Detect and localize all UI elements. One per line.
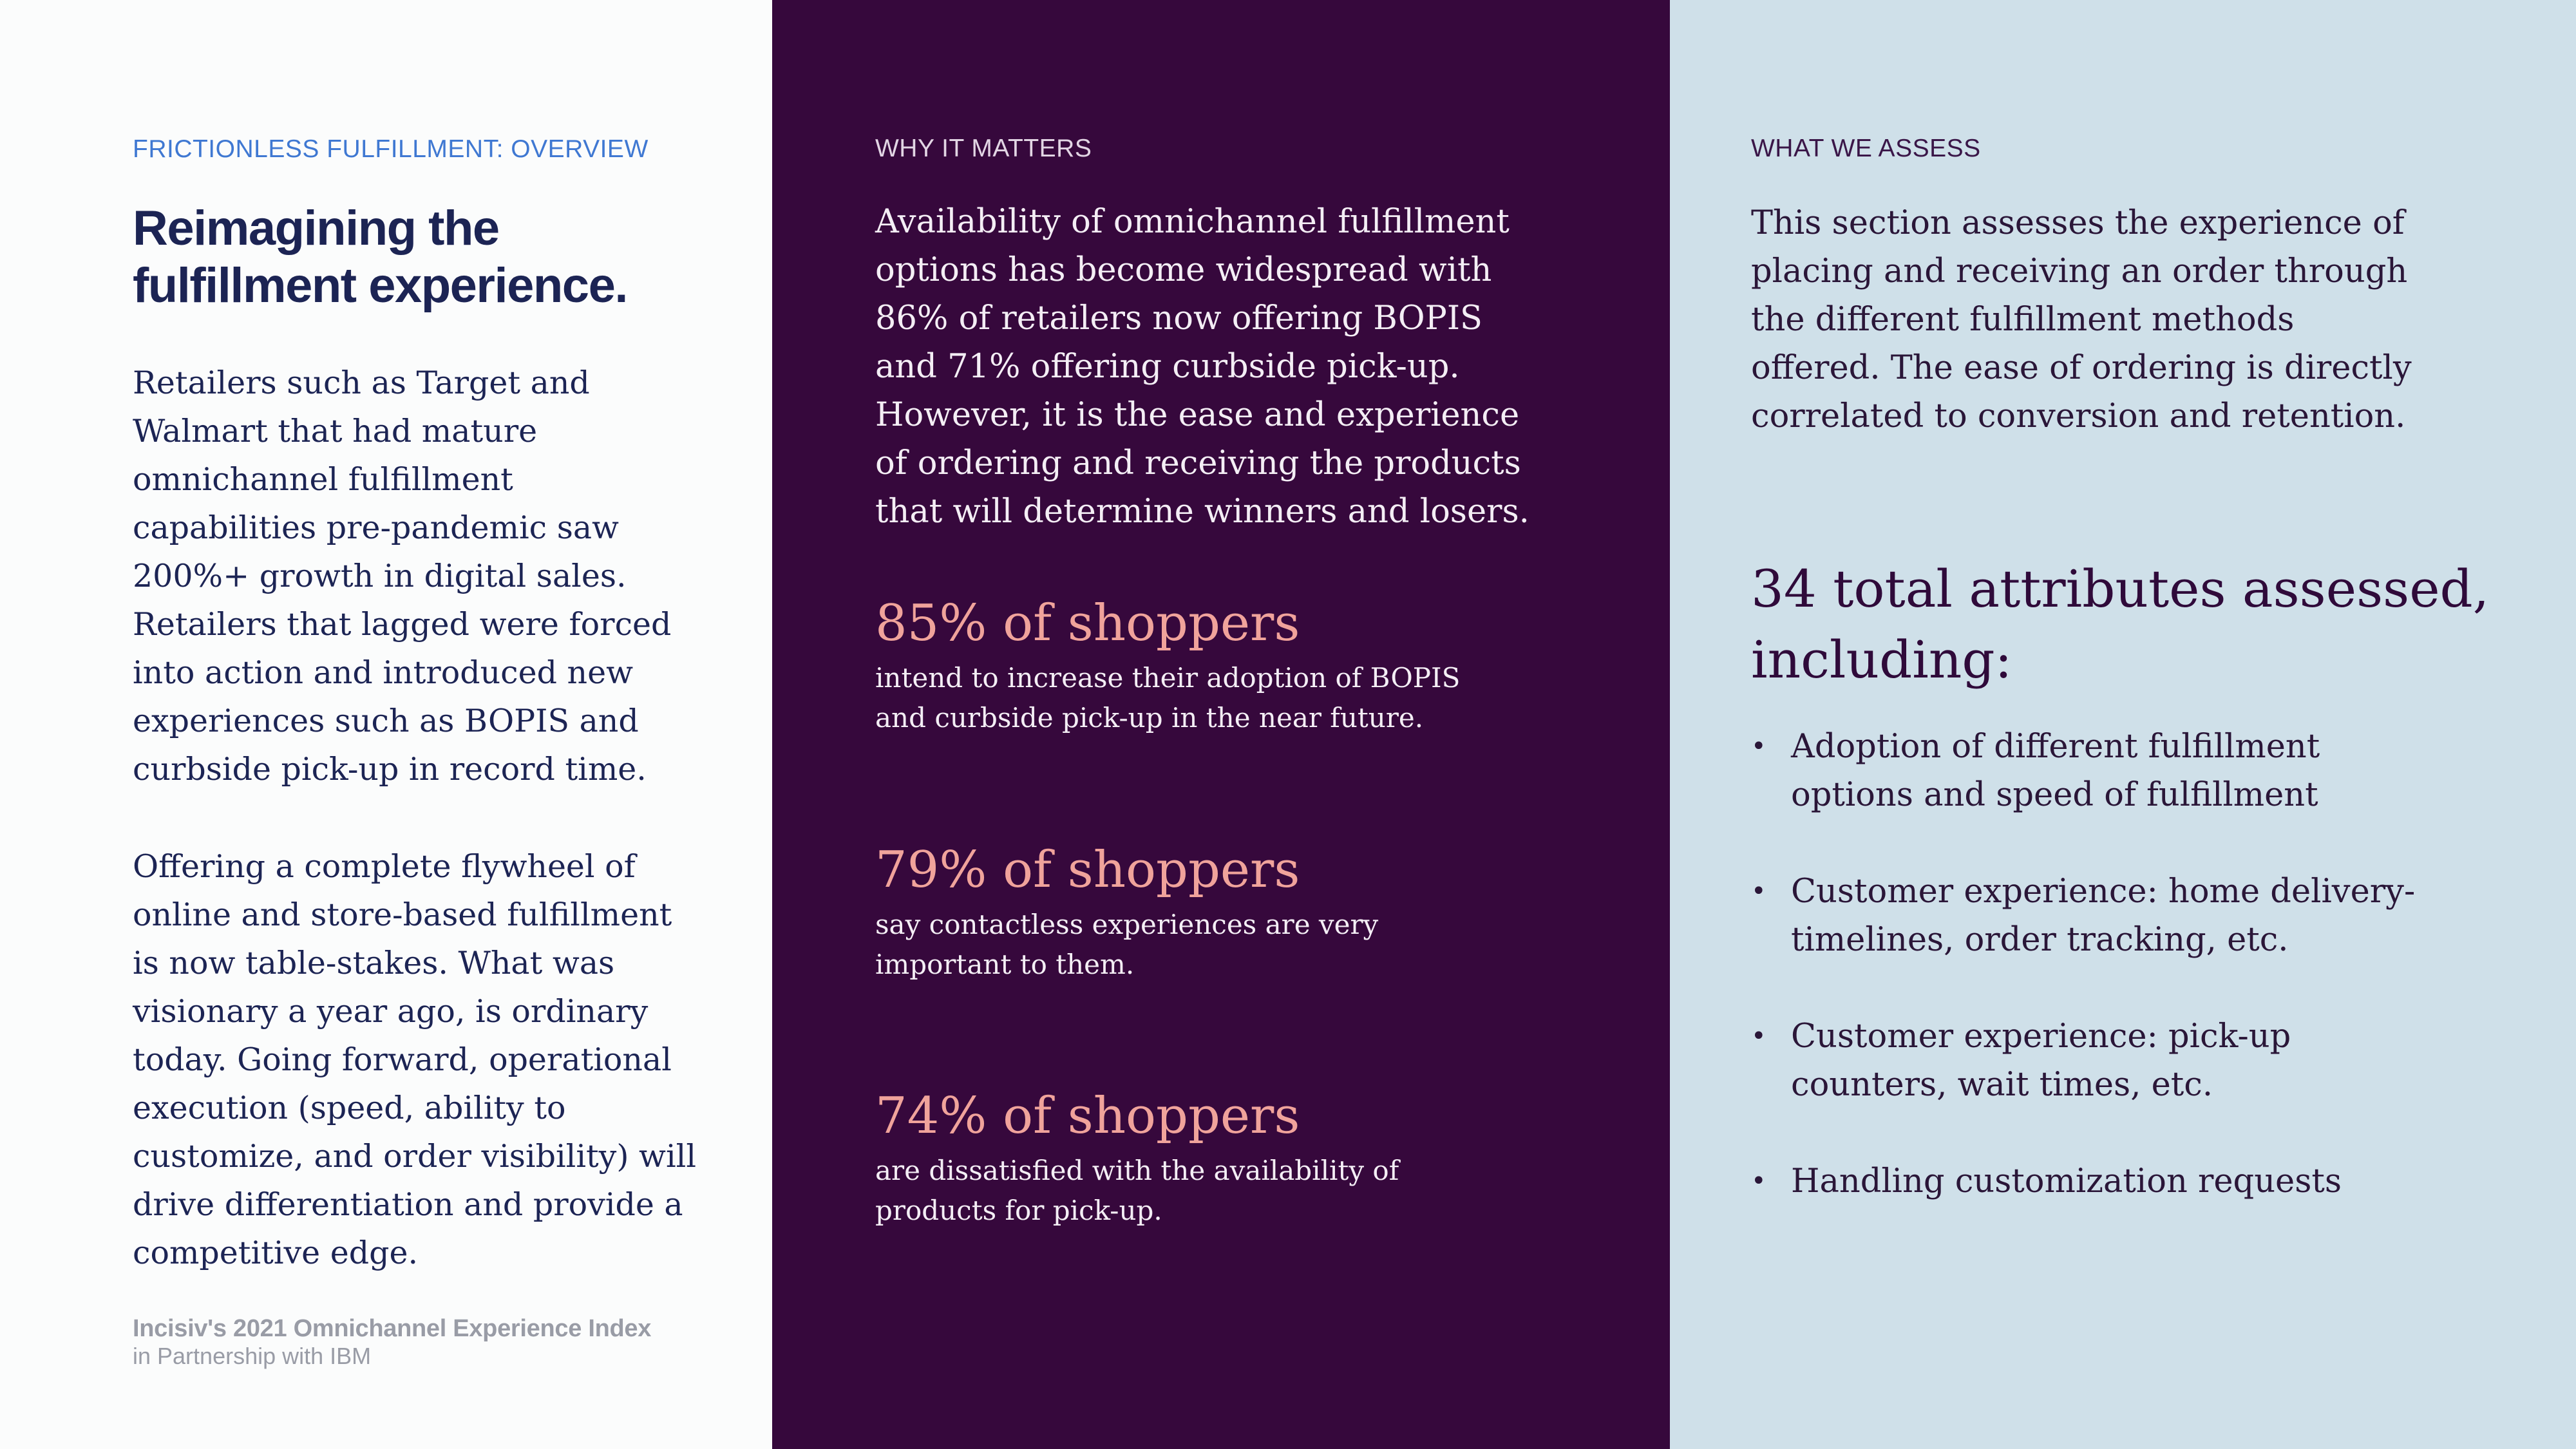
attributes-heading: 34 total attributes assessed, including: xyxy=(1751,554,2524,696)
section-eyebrow: FRICTIONLESS FULFILLMENT: OVERVIEW xyxy=(133,135,649,163)
stat-description-line: are dissatisfied with the availability o… xyxy=(875,1155,1399,1186)
footer-credit: Incisiv's 2021 Omnichannel Experience In… xyxy=(133,1314,651,1369)
stat-description-line: and curbside pick-up in the near future. xyxy=(875,702,1424,734)
stat-headline: 79% of shoppers xyxy=(875,841,1300,899)
list-item-line: Adoption of different fulfillment xyxy=(1791,728,2320,766)
stat-block: 74% of shoppers are dissatisfied with th… xyxy=(875,1085,1519,1231)
section-eyebrow: WHY IT MATTERS xyxy=(875,135,1092,162)
stat-block: 79% of shoppers say contactless experien… xyxy=(875,839,1519,985)
overview-column: FRICTIONLESS FULFILLMENT: OVERVIEW Reima… xyxy=(0,0,772,1449)
list-item-line: timelines, order tracking, etc. xyxy=(1791,921,2289,959)
list-item: • Handling customization requests xyxy=(1751,1157,2492,1206)
stat-description-line: say contactless experiences are very xyxy=(875,909,1379,940)
bullet-icon: • xyxy=(1751,1166,1766,1196)
attributes-list: • Adoption of different fulfillment opti… xyxy=(1751,723,2492,1254)
stat-description: are dissatisfied with the availability o… xyxy=(875,1151,1519,1231)
stat-description-line: important to them. xyxy=(875,949,1135,980)
why-it-matters-column: WHY IT MATTERS Availability of omnichann… xyxy=(772,0,1670,1449)
page-title-line1: Reimagining the xyxy=(133,201,500,256)
overview-paragraph-1: Retailers such as Target and Walmart tha… xyxy=(133,365,672,788)
overview-paragraph-2: Offering a complete flywheel of online a… xyxy=(133,848,697,1271)
attributes-heading-line1: 34 total attributes assessed, xyxy=(1751,559,2490,619)
stat-description-line: products for pick-up. xyxy=(875,1195,1162,1226)
list-item-line: Handling customization requests xyxy=(1791,1162,2342,1200)
why-it-matters-intro: Availability of omnichannel fulfillment … xyxy=(875,203,1530,531)
list-item: • Customer experience: pick-up counters,… xyxy=(1751,1012,2492,1109)
stat-description-line: intend to increase their adoption of BOP… xyxy=(875,662,1461,694)
stat-description: say contactless experiences are very imp… xyxy=(875,905,1519,985)
what-we-assess-intro: This section assesses the experience of … xyxy=(1751,204,2412,435)
bullet-icon: • xyxy=(1751,876,1766,906)
list-item-line: Customer experience: home delivery- xyxy=(1791,873,2416,911)
stat-headline: 74% of shoppers xyxy=(875,1087,1300,1145)
list-item: • Customer experience: home delivery- ti… xyxy=(1751,867,2492,964)
section-eyebrow: WHAT WE ASSESS xyxy=(1751,135,1981,162)
stat-block: 85% of shoppers intend to increase their… xyxy=(875,592,1519,738)
bullet-icon: • xyxy=(1751,732,1766,761)
page-title: Reimagining the fulfillment experience. xyxy=(133,200,712,314)
what-we-assess-column: WHAT WE ASSESS This section assesses the… xyxy=(1670,0,2576,1449)
list-item-line: options and speed of fulfillment xyxy=(1791,776,2318,814)
footer-report-title: Incisiv's 2021 Omnichannel Experience In… xyxy=(133,1315,652,1342)
stat-description: intend to increase their adoption of BOP… xyxy=(875,658,1519,738)
list-item-line: counters, wait times, etc. xyxy=(1791,1066,2213,1104)
attributes-heading-line2: including: xyxy=(1751,630,2012,690)
list-item-line: Customer experience: pick-up xyxy=(1791,1018,2291,1056)
bullet-icon: • xyxy=(1751,1021,1766,1051)
footer-partnership: in Partnership with IBM xyxy=(133,1343,372,1369)
list-item: • Adoption of different fulfillment opti… xyxy=(1751,723,2492,819)
stat-headline: 85% of shoppers xyxy=(875,594,1300,652)
page-title-line2: fulfillment experience. xyxy=(133,258,628,313)
